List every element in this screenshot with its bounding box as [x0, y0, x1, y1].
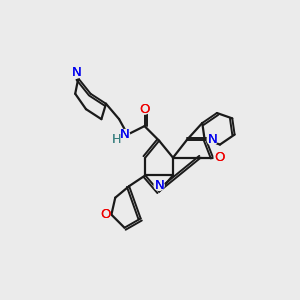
- Circle shape: [112, 135, 121, 143]
- Text: N: N: [72, 67, 82, 80]
- Circle shape: [207, 135, 217, 145]
- Text: N: N: [72, 67, 82, 80]
- Text: O: O: [100, 208, 110, 221]
- Text: O: O: [214, 151, 224, 164]
- Text: N: N: [120, 128, 129, 141]
- Text: N: N: [207, 134, 217, 146]
- Text: N: N: [120, 128, 129, 141]
- Text: N: N: [207, 134, 217, 146]
- Text: N: N: [154, 179, 164, 192]
- Text: N: N: [154, 179, 164, 192]
- Text: O: O: [139, 103, 150, 116]
- Circle shape: [140, 104, 149, 114]
- Circle shape: [154, 180, 164, 190]
- Circle shape: [72, 68, 82, 78]
- Text: O: O: [100, 208, 110, 221]
- Text: H: H: [112, 133, 122, 146]
- Circle shape: [214, 153, 224, 163]
- Circle shape: [119, 130, 130, 140]
- Text: H: H: [112, 133, 122, 146]
- Text: O: O: [214, 151, 224, 164]
- Circle shape: [100, 210, 110, 220]
- Text: O: O: [139, 103, 150, 116]
